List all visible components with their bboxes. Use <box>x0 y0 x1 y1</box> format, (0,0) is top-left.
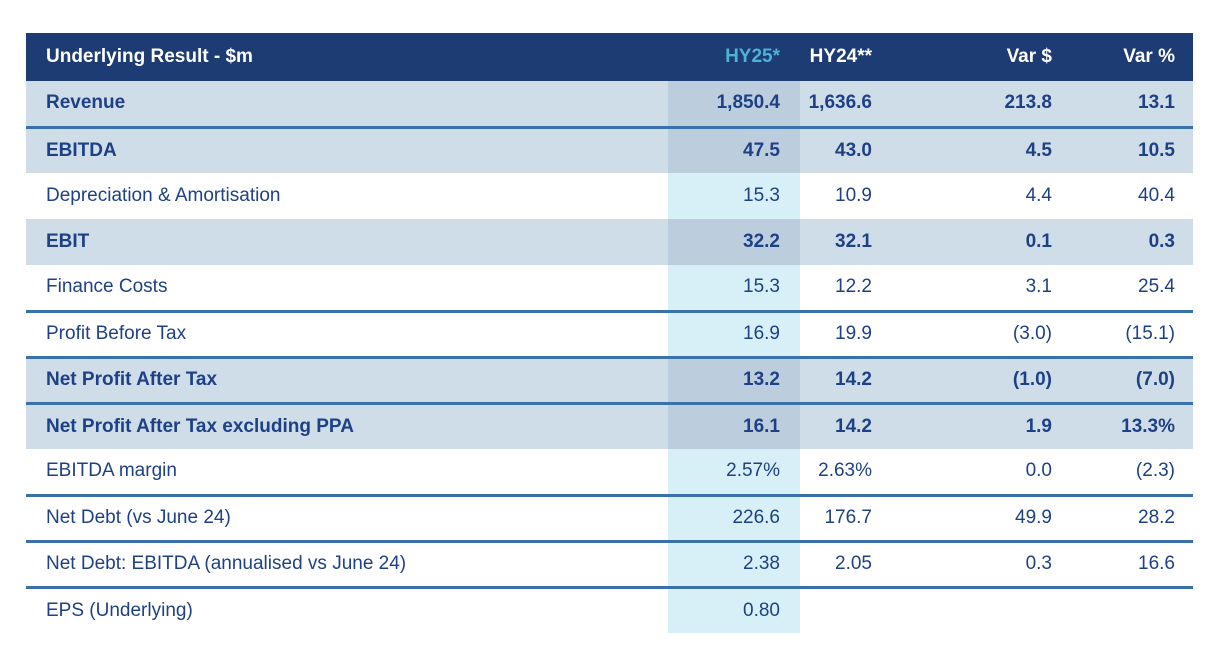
cell-var-dollar <box>892 587 1072 633</box>
table-row: EBITDA 47.5 43.0 4.5 10.5 <box>26 127 1193 173</box>
cell-var-dollar: 49.9 <box>892 495 1072 543</box>
column-header-hy24: HY24** <box>800 33 892 81</box>
cell-var-percent: 16.6 <box>1072 541 1193 589</box>
row-label: EBIT <box>26 219 668 265</box>
cell-hy24: 32.1 <box>800 219 892 265</box>
row-label: EBITDA margin <box>26 449 668 497</box>
cell-hy25: 32.2 <box>668 219 800 265</box>
cell-var-dollar: 213.8 <box>892 81 1072 129</box>
cell-hy24: 12.2 <box>800 265 892 313</box>
underlying-result-table: Underlying Result - $m HY25* HY24** Var … <box>26 33 1193 633</box>
table-row: Finance Costs 15.3 12.2 3.1 25.4 <box>26 265 1193 313</box>
cell-var-dollar: 4.5 <box>892 127 1072 173</box>
cell-var-percent: (15.1) <box>1072 311 1193 359</box>
cell-var-dollar: 0.3 <box>892 541 1072 589</box>
cell-hy25: 47.5 <box>668 127 800 173</box>
row-label: Revenue <box>26 81 668 129</box>
cell-hy24 <box>800 587 892 633</box>
table-row: Net Profit After Tax 13.2 14.2 (1.0) (7.… <box>26 357 1193 405</box>
table-row: Net Profit After Tax excluding PPA 16.1 … <box>26 403 1193 449</box>
cell-hy25: 13.2 <box>668 357 800 405</box>
row-label: Depreciation & Amortisation <box>26 173 668 219</box>
table-header-row: Underlying Result - $m HY25* HY24** Var … <box>26 33 1193 81</box>
table-row: Net Debt (vs June 24) 226.6 176.7 49.9 2… <box>26 495 1193 543</box>
row-label: Finance Costs <box>26 265 668 313</box>
cell-hy24: 176.7 <box>800 495 892 543</box>
table-row: Revenue 1,850.4 1,636.6 213.8 13.1 <box>26 81 1193 129</box>
cell-hy25: 2.57% <box>668 449 800 497</box>
table-row: EBITDA margin 2.57% 2.63% 0.0 (2.3) <box>26 449 1193 497</box>
cell-var-dollar: 3.1 <box>892 265 1072 313</box>
cell-hy24: 10.9 <box>800 173 892 219</box>
row-label: Net Debt: EBITDA (annualised vs June 24) <box>26 541 668 589</box>
cell-hy24: 43.0 <box>800 127 892 173</box>
cell-hy24: 19.9 <box>800 311 892 359</box>
cell-hy24: 2.05 <box>800 541 892 589</box>
cell-hy24: 1,636.6 <box>800 81 892 129</box>
underlying-result-table-wrap: Underlying Result - $m HY25* HY24** Var … <box>26 33 1193 633</box>
table-row: EBIT 32.2 32.1 0.1 0.3 <box>26 219 1193 265</box>
table-title: Underlying Result - $m <box>26 33 668 81</box>
table-row: EPS (Underlying) 0.80 <box>26 587 1193 633</box>
cell-var-percent: 10.5 <box>1072 127 1193 173</box>
cell-var-percent: (2.3) <box>1072 449 1193 497</box>
cell-var-dollar: 0.1 <box>892 219 1072 265</box>
cell-hy25: 16.1 <box>668 403 800 449</box>
column-header-var-dollar: Var $ <box>892 33 1072 81</box>
row-label: EPS (Underlying) <box>26 587 668 633</box>
row-label: Profit Before Tax <box>26 311 668 359</box>
cell-hy25: 2.38 <box>668 541 800 589</box>
cell-var-percent: (7.0) <box>1072 357 1193 405</box>
table-row: Depreciation & Amortisation 15.3 10.9 4.… <box>26 173 1193 219</box>
cell-var-percent: 0.3 <box>1072 219 1193 265</box>
cell-var-dollar: (1.0) <box>892 357 1072 405</box>
cell-hy25: 1,850.4 <box>668 81 800 129</box>
row-label: Net Profit After Tax excluding PPA <box>26 403 668 449</box>
cell-var-percent: 28.2 <box>1072 495 1193 543</box>
cell-var-percent: 25.4 <box>1072 265 1193 313</box>
cell-hy24: 2.63% <box>800 449 892 497</box>
cell-hy25: 16.9 <box>668 311 800 359</box>
cell-var-percent: 13.1 <box>1072 81 1193 129</box>
column-header-hy25: HY25* <box>668 33 800 81</box>
cell-hy24: 14.2 <box>800 357 892 405</box>
cell-hy25: 15.3 <box>668 173 800 219</box>
row-label: Net Profit After Tax <box>26 357 668 405</box>
cell-var-percent: 40.4 <box>1072 173 1193 219</box>
column-header-var-percent: Var % <box>1072 33 1193 81</box>
cell-hy24: 14.2 <box>800 403 892 449</box>
cell-var-percent <box>1072 587 1193 633</box>
cell-var-dollar: (3.0) <box>892 311 1072 359</box>
cell-hy25: 0.80 <box>668 587 800 633</box>
cell-hy25: 15.3 <box>668 265 800 313</box>
cell-var-percent: 13.3% <box>1072 403 1193 449</box>
cell-var-dollar: 4.4 <box>892 173 1072 219</box>
cell-var-dollar: 0.0 <box>892 449 1072 497</box>
table-row: Net Debt: EBITDA (annualised vs June 24)… <box>26 541 1193 589</box>
row-label: EBITDA <box>26 127 668 173</box>
row-label: Net Debt (vs June 24) <box>26 495 668 543</box>
cell-var-dollar: 1.9 <box>892 403 1072 449</box>
table-row: Profit Before Tax 16.9 19.9 (3.0) (15.1) <box>26 311 1193 359</box>
cell-hy25: 226.6 <box>668 495 800 543</box>
